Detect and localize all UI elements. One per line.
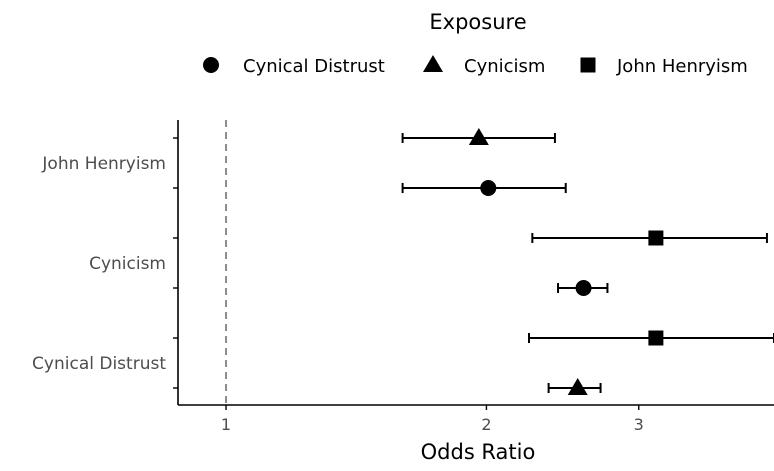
- estimate-cynical-distrust-cynicism: [547, 378, 602, 395]
- legend: Cynical Distrust Cynicism John Henryism: [203, 55, 748, 77]
- y-tick-label-john-henryism: John Henryism: [41, 154, 166, 174]
- legend-entry-cynical-distrust: Cynical Distrust: [243, 56, 385, 77]
- estimate-cynicism-john-henryism: [531, 230, 768, 246]
- point-circle-icon: [480, 180, 497, 196]
- point-circle-icon: [575, 280, 592, 296]
- x-axis-title: Odds Ratio: [421, 440, 536, 464]
- point-square-icon: [648, 330, 664, 346]
- legend-triangle-icon: [423, 55, 443, 72]
- estimate-john-henryism-cynical-distrust: [401, 180, 567, 196]
- x-tick-label: 1: [221, 415, 231, 434]
- legend-square-icon: [580, 57, 596, 73]
- estimate-cynicism-cynical-distrust: [557, 280, 609, 296]
- legend-title: Exposure: [429, 10, 526, 34]
- x-tick-label: 3: [634, 415, 644, 434]
- y-tick-label-cynical-distrust: Cynical Distrust: [32, 354, 166, 374]
- y-tick-label-cynicism: Cynicism: [89, 254, 166, 274]
- point-triangle-icon: [468, 128, 489, 145]
- estimate-john-henryism-cynicism: [401, 128, 556, 145]
- x-tick-label: 2: [481, 415, 491, 434]
- legend-circle-icon: [203, 57, 219, 73]
- legend-entry-cynicism: Cynicism: [464, 56, 545, 77]
- legend-entry-john-henryism: John Henryism: [616, 56, 748, 77]
- point-triangle-icon: [567, 378, 588, 395]
- estimate-cynical-distrust-john-henryism: [528, 330, 774, 346]
- point-square-icon: [648, 230, 664, 246]
